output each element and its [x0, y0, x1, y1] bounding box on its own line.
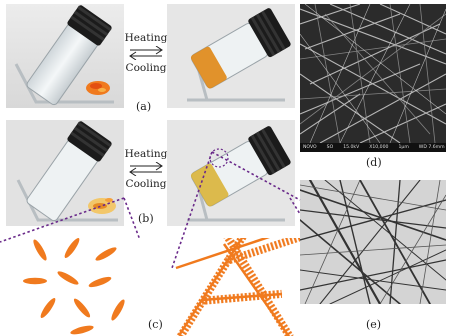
- sem-info-4: 1μm: [398, 145, 409, 150]
- panel-label-c: (c): [148, 318, 163, 331]
- panel-label-b: (b): [138, 212, 154, 225]
- cooling-label-middle: Cooling: [125, 178, 167, 190]
- schematic-dispersed-rods: [23, 238, 125, 335]
- cooling-label-top: Cooling: [125, 62, 167, 74]
- photo-a-left: [6, 4, 124, 108]
- schematic-fiber-network: [173, 238, 300, 336]
- photo-b-left: [6, 120, 124, 226]
- sem-info-2: 15.0kV: [343, 145, 360, 150]
- sem-info-5: WD 7.6mm: [418, 145, 445, 150]
- photo-b-right: [167, 120, 295, 226]
- panel-label-e: (e): [366, 318, 382, 331]
- heating-label-top: Heating: [124, 32, 168, 44]
- panel-label-d: (d): [366, 156, 382, 169]
- sem-info-3: X10,000: [369, 145, 389, 150]
- photo-a-right: [167, 4, 295, 108]
- tem-image: [300, 180, 446, 304]
- sem-info-0: NOVO: [303, 145, 317, 150]
- panel-label-a: (a): [136, 100, 152, 113]
- sem-image: NOVO SO 15.0kV X10,000 1μm WD 7.6mm: [300, 4, 446, 152]
- sem-info-bar: NOVO SO 15.0kV X10,000 1μm WD 7.6mm: [300, 143, 446, 152]
- heating-label-middle: Heating: [124, 148, 168, 160]
- sem-info-1: SO: [326, 145, 334, 150]
- double-arrow-icon-top: [129, 46, 163, 60]
- double-arrow-icon-middle: [129, 162, 163, 176]
